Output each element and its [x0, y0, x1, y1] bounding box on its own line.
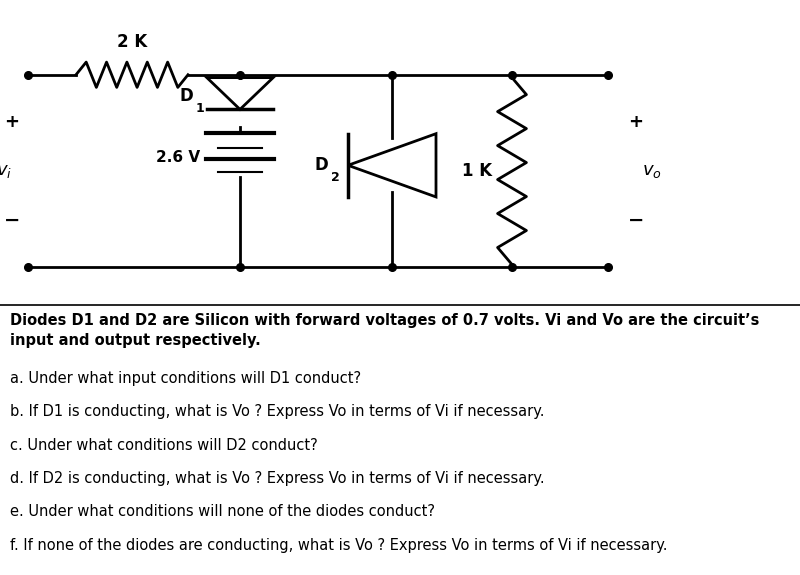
Text: +: +: [629, 113, 643, 131]
Text: d. If D2 is conducting, what is Vo ? Express Vo in terms of Vi if necessary.: d. If D2 is conducting, what is Vo ? Exp…: [10, 471, 544, 486]
Text: −: −: [628, 210, 644, 229]
Text: 2 K: 2 K: [117, 33, 147, 51]
Text: $v_o$: $v_o$: [642, 162, 662, 180]
Text: 1 K: 1 K: [462, 162, 492, 180]
Text: 2.6 V: 2.6 V: [156, 150, 200, 166]
Text: b. If D1 is conducting, what is Vo ? Express Vo in terms of Vi if necessary.: b. If D1 is conducting, what is Vo ? Exp…: [10, 404, 544, 419]
Text: e. Under what conditions will none of the diodes conduct?: e. Under what conditions will none of th…: [10, 504, 434, 519]
Text: +: +: [5, 113, 19, 131]
Text: D: D: [180, 87, 194, 105]
Text: Diodes D1 and D2 are Silicon with forward voltages of 0.7 volts. Vi and Vo are t: Diodes D1 and D2 are Silicon with forwar…: [10, 313, 759, 348]
Text: 1: 1: [196, 102, 205, 116]
Text: −: −: [4, 210, 20, 229]
Text: a. Under what input conditions will D1 conduct?: a. Under what input conditions will D1 c…: [10, 371, 361, 386]
Text: $v_i$: $v_i$: [0, 162, 12, 180]
Text: c. Under what conditions will D2 conduct?: c. Under what conditions will D2 conduct…: [10, 438, 318, 453]
Text: f. If none of the diodes are conducting, what is Vo ? Express Vo in terms of Vi : f. If none of the diodes are conducting,…: [10, 538, 667, 553]
Text: 2: 2: [331, 171, 340, 185]
Text: D: D: [314, 156, 328, 174]
